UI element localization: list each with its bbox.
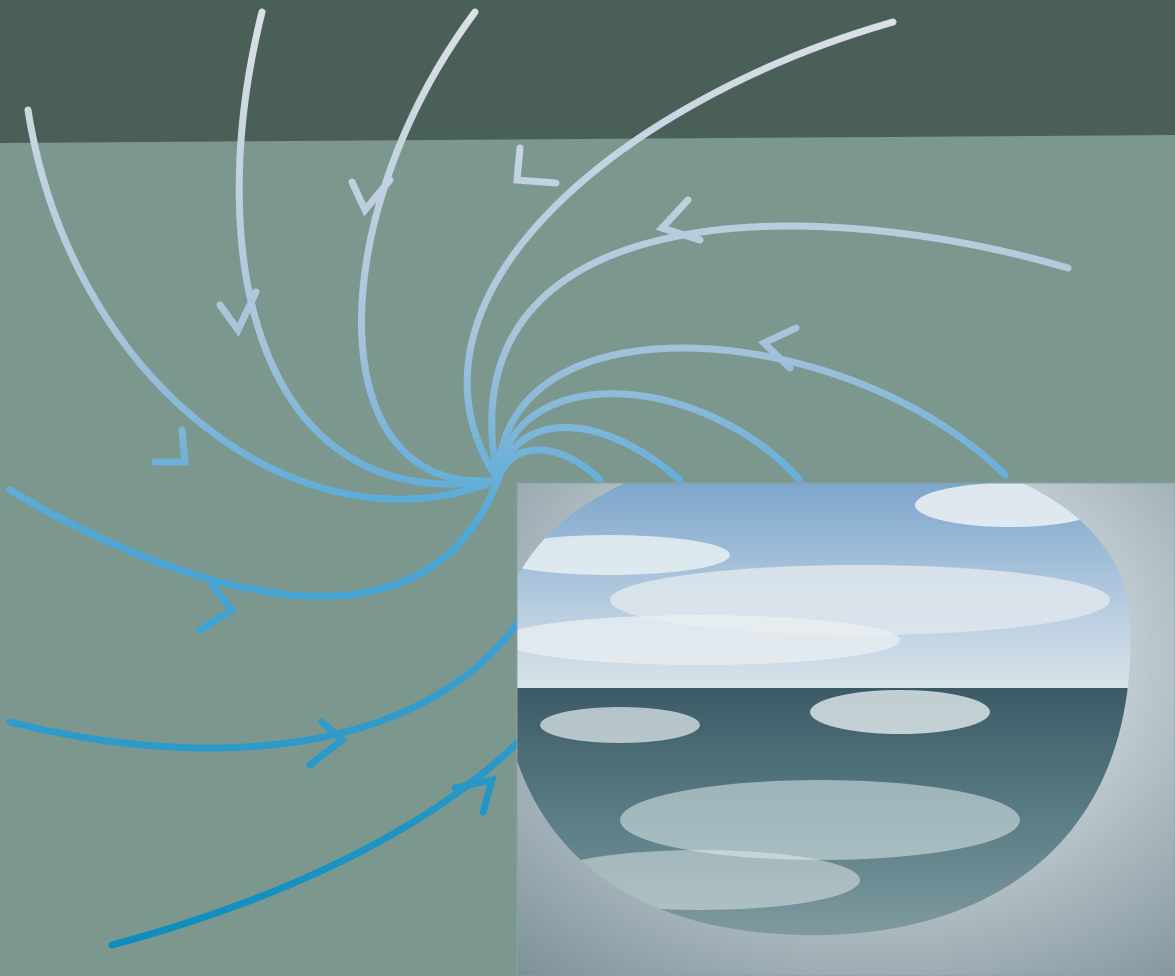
spiral-flows (6, 8, 1072, 949)
arrow-head (306, 718, 348, 769)
porthole-frame (517, 483, 1175, 976)
wave-crest (540, 707, 700, 743)
arrow-head (513, 144, 560, 187)
photo-border (516, 482, 1175, 976)
arrow-head (348, 176, 394, 217)
arrow-head (151, 426, 189, 466)
flow-line (494, 424, 684, 484)
cloud (517, 615, 900, 665)
cloud (517, 535, 730, 575)
flow-line (494, 344, 1009, 484)
arrow-head (196, 581, 238, 634)
flow-line (6, 616, 524, 752)
flow-line (108, 736, 524, 949)
flow-line (357, 8, 502, 485)
wave-crest (810, 690, 990, 734)
flow-line (463, 18, 897, 484)
foam (620, 780, 1020, 860)
flow-line (6, 476, 502, 600)
arrow-head (757, 324, 800, 372)
arrow-head (655, 196, 704, 244)
arrow-head (451, 775, 497, 816)
arrow-head (216, 288, 260, 337)
flow-line (24, 106, 502, 503)
sea-photo (517, 483, 1175, 976)
flow-line (494, 390, 804, 484)
flow-line (488, 222, 1072, 484)
flow-line (235, 8, 502, 488)
top-band (0, 0, 1175, 143)
flow-line (494, 446, 604, 484)
